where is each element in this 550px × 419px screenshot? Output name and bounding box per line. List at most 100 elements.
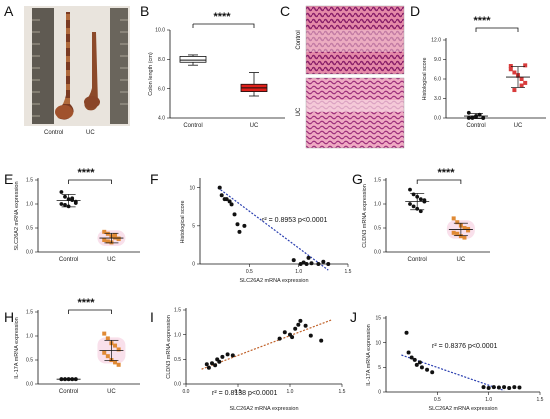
data-point [319, 338, 324, 343]
data-point [418, 197, 423, 202]
data-point [309, 261, 314, 266]
y-tick-label: 6.0 [158, 86, 165, 92]
data-point [298, 262, 303, 266]
y-tick-label: 6.0 [434, 77, 441, 83]
data-point [466, 116, 471, 120]
x-tick-label: 0.5 [434, 397, 441, 403]
data-point [523, 80, 528, 85]
data-point [116, 237, 121, 242]
category-label: UC [107, 257, 116, 263]
panel-letter-e: E [4, 171, 13, 187]
panel-e: E **** 0.0 0.5 1.0 1.5 Control UC SLC26A2 mRNA… [4, 167, 140, 263]
data-point [105, 354, 110, 359]
annotation-i: r² = 0.8138 p<0.0001 [212, 390, 277, 397]
data-point [59, 190, 64, 194]
panel-letter-g: G [352, 171, 363, 187]
data-point [411, 204, 416, 209]
panel-a: A Control UC [4, 3, 130, 136]
histology-uc-lumen-image [306, 100, 404, 112]
y-tick-label: 1.0 [26, 202, 33, 208]
panel-c: C Control UC [280, 3, 405, 149]
data-point [316, 262, 321, 266]
data-point [512, 70, 517, 75]
x-tick-label: 0.5 [235, 389, 242, 395]
data-point [517, 385, 522, 390]
plot-e: 0.0 0.5 1.0 1.5 Control UC SLC26A2 mRNA expres… [14, 178, 140, 263]
y-axis-label: Histological score [180, 200, 186, 243]
data-point [291, 258, 296, 263]
significance-bracket-b [192, 23, 255, 28]
data-point [455, 231, 460, 236]
y-axis-label: IL-17A mRNA expression [14, 317, 20, 378]
significance-g: **** [437, 167, 455, 179]
data-point [220, 354, 225, 359]
data-point [204, 362, 209, 367]
y-tick-label: 15 [375, 316, 381, 322]
plot-h: 0.0 0.5 1.0 1.5 Control UC IL-17A mRNA express… [14, 309, 140, 395]
panel-i: I r² = 0.8138 p<0.0001 0.00.51.01.50.0 0.… [150, 308, 346, 412]
data-point [296, 322, 301, 327]
data-point [422, 198, 427, 203]
data-point [451, 230, 456, 235]
data-point [481, 116, 486, 120]
plot-f: 0 5 10 0.5 1.0 1.5 SLC26A2 mRNA expression Hist… [180, 178, 352, 284]
data-point [512, 385, 517, 390]
data-point [105, 231, 110, 236]
row-label-control-c: Control [296, 30, 302, 49]
panel-j: J r² = 0.8376 p<0.0001 0 5 10 15 0.5 1.0 1.5 SL… [350, 309, 544, 412]
ruler-ticks-image [32, 19, 128, 117]
y-tick-label: 4.0 [158, 116, 165, 122]
y-tick-label: 10.0 [155, 28, 165, 34]
panel-letter-b: B [140, 3, 149, 19]
x-tick-label: 1.0 [287, 389, 294, 395]
panel-letter-h: H [4, 309, 14, 325]
panel-letter-c: C [280, 3, 290, 19]
box-control [179, 56, 207, 63]
data-point [466, 110, 471, 115]
y-tick-label: 8.0 [158, 57, 165, 63]
data-point [411, 192, 416, 197]
y-tick-label: 0.0 [26, 382, 33, 388]
y-label-b: Colon length (cm) [148, 52, 154, 96]
plot-j: 0 5 10 15 0.5 1.0 1.5 SLC26A2 mRNA expression IL… [366, 316, 544, 412]
data-point [303, 323, 308, 328]
data-point [70, 196, 75, 201]
significance-d: **** [473, 15, 491, 27]
category-label: Control [408, 257, 427, 263]
panel-f: F r² = 0.8953 p<0.0001 0 5 10 0.5 1.0 1.5 SLC2… [150, 171, 352, 284]
data-point [491, 385, 496, 390]
x-axis-label: SLC26A2 mRNA expression [239, 278, 308, 284]
data-point [507, 386, 512, 391]
data-point [406, 350, 411, 355]
data-point [102, 238, 107, 242]
histology-uc-image [306, 78, 404, 148]
category-label: Control [59, 257, 78, 263]
data-point [235, 222, 240, 227]
ruler-left-image [32, 8, 54, 124]
plot-d: 0.0 3.0 6.0 9.0 12.0 Control UC Histological sc… [422, 27, 546, 129]
data-point [462, 235, 467, 240]
data-point [417, 360, 422, 365]
x-tick-label: 1.5 [339, 389, 346, 395]
data-point [227, 199, 232, 204]
y-tick-label: 0.5 [26, 226, 33, 232]
x-tick-label: 1.5 [537, 397, 544, 403]
data-point [217, 185, 222, 190]
y-axis-label: CLDN3 mRNA expression [362, 184, 368, 248]
data-point [496, 385, 501, 390]
data-point [116, 347, 121, 352]
data-point [219, 193, 224, 198]
significance-bracket [416, 179, 462, 184]
y-tick-label: 0.5 [26, 358, 33, 364]
uc-cecum-image [84, 96, 100, 108]
y-tick-label: 1.5 [374, 178, 381, 184]
data-point [481, 385, 486, 390]
y-tick-label: 0.0 [174, 382, 181, 388]
data-point [113, 360, 118, 365]
x-axis-label: SLC26A2 mRNA expression [428, 406, 497, 412]
x-tick-label: 0.0 [183, 389, 190, 395]
data-point [462, 226, 467, 230]
histology-control-lumen-image [306, 30, 404, 52]
y-tick-label: 1.5 [174, 308, 181, 314]
data-point [508, 67, 513, 72]
